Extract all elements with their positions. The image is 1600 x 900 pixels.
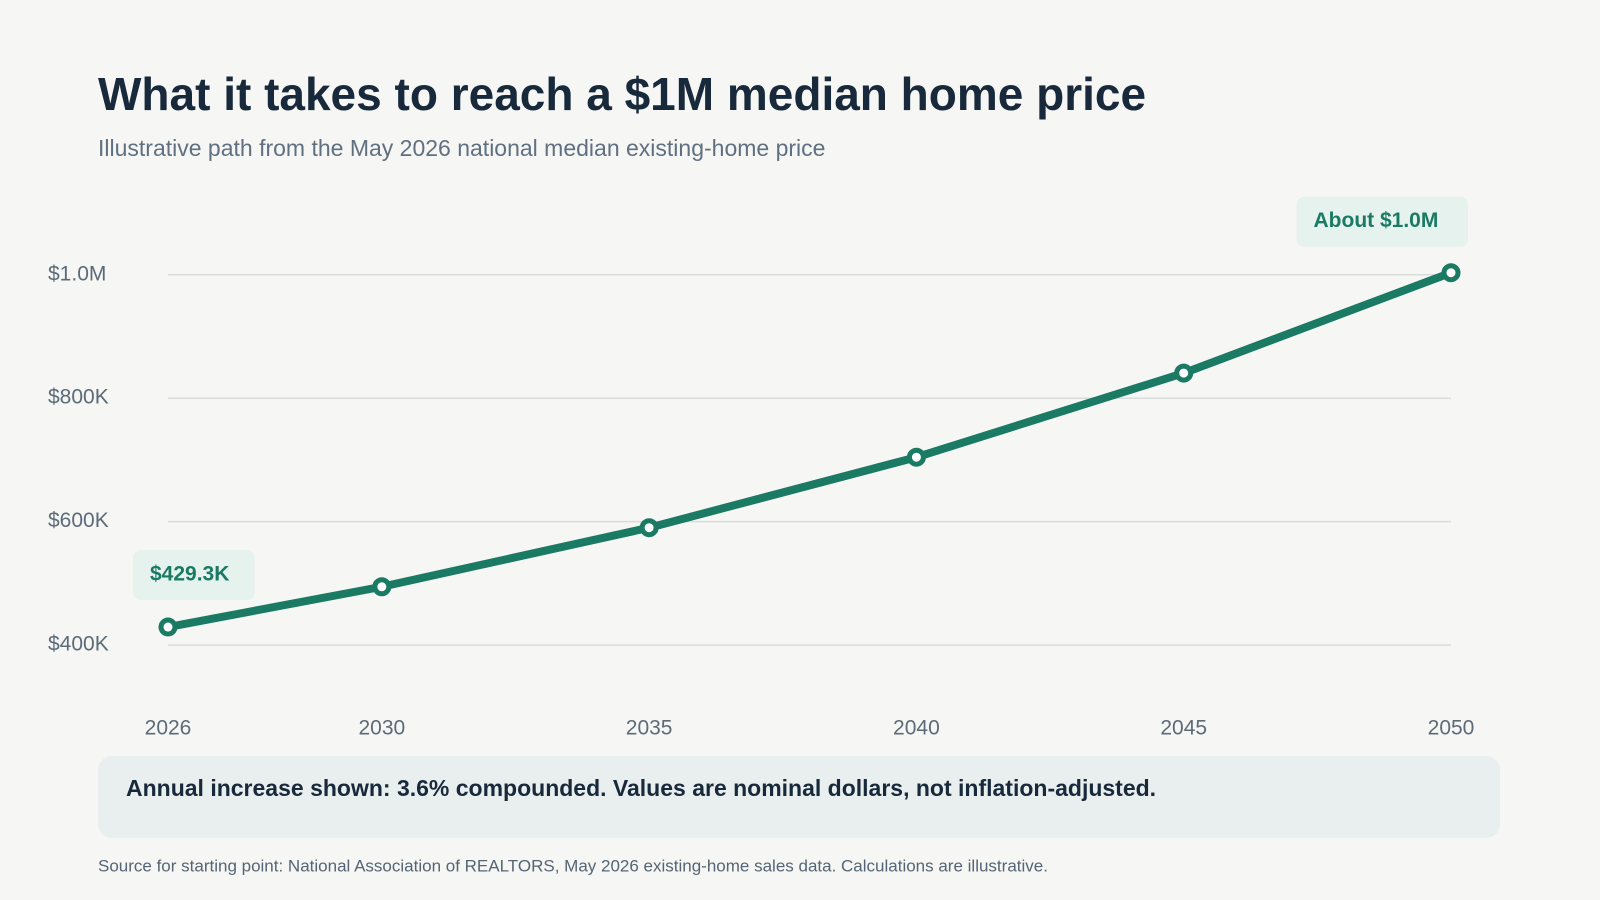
point [639, 518, 659, 538]
point [906, 447, 926, 467]
value-label-box [1296, 196, 1468, 247]
note: Annual increase shown: 3.6% compounded. … [126, 775, 1156, 801]
x-tick-label: 2045 [1160, 717, 1207, 740]
line [164, 268, 1455, 632]
x-tick-label: 2050 [1428, 717, 1475, 740]
y-tick-label: $600K [48, 509, 109, 532]
chart-title: What it takes to reach a $1M median home… [98, 68, 1146, 120]
x-tick-label: 2030 [358, 717, 405, 740]
point [1441, 263, 1461, 283]
y-tick-label: $800K [48, 386, 109, 409]
x-tick-label: 2035 [626, 717, 673, 740]
x-tick-label: 2040 [893, 717, 940, 740]
value-label: About $1.0M [1314, 209, 1439, 232]
chart-subtitle: Illustrative path from the May 2026 nati… [98, 135, 825, 161]
y-tick-label: $1.0M [48, 262, 106, 285]
value-label-box [133, 550, 255, 601]
point [1174, 363, 1194, 383]
point [372, 577, 392, 597]
point [158, 617, 178, 637]
value-label: $429.3K [150, 563, 229, 586]
source: Source for starting point: National Asso… [98, 856, 1048, 875]
note-box [98, 756, 1500, 838]
x-tick-label: 2026 [145, 717, 192, 740]
y-tick-label: $400K [48, 633, 109, 656]
